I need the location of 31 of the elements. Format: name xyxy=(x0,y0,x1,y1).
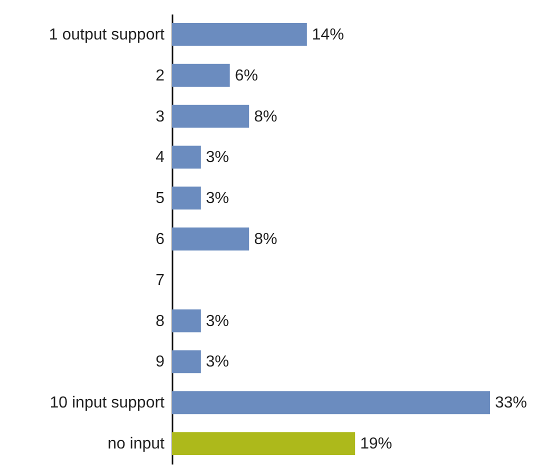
bar xyxy=(172,23,307,46)
y-tick-label: 1 output support xyxy=(48,26,166,44)
bar xyxy=(172,104,250,128)
bar xyxy=(172,350,201,374)
y-tick-label: 5 xyxy=(156,190,165,208)
y-tick-label: 8 xyxy=(156,312,165,330)
data-label: 8% xyxy=(254,231,278,248)
bar xyxy=(172,146,201,169)
bar xyxy=(172,228,250,250)
bar xyxy=(172,309,201,332)
data-label: 3% xyxy=(206,312,230,330)
y-tick-label: 2 xyxy=(156,67,165,84)
y-tick-label: 4 xyxy=(156,149,165,166)
data-label: 3% xyxy=(206,354,230,371)
y-tick-label: 3 xyxy=(156,108,165,126)
data-label: 14% xyxy=(312,26,344,44)
data-label: 6% xyxy=(234,67,258,84)
bar xyxy=(172,186,201,210)
y-tick-label: no input xyxy=(108,436,166,453)
y-tick-label: 9 xyxy=(156,354,165,371)
bar xyxy=(172,391,490,414)
data-label: 33% xyxy=(495,394,528,412)
y-tick-label: 6 xyxy=(156,231,165,248)
data-label: 19% xyxy=(360,436,392,453)
bar xyxy=(172,432,356,455)
data-label: 3% xyxy=(206,190,230,208)
bar xyxy=(172,64,230,87)
data-label: 8% xyxy=(254,108,278,126)
y-tick-label: 10 input support xyxy=(50,394,166,412)
data-label: 3% xyxy=(206,149,230,166)
y-tick-label: 7 xyxy=(156,272,165,289)
